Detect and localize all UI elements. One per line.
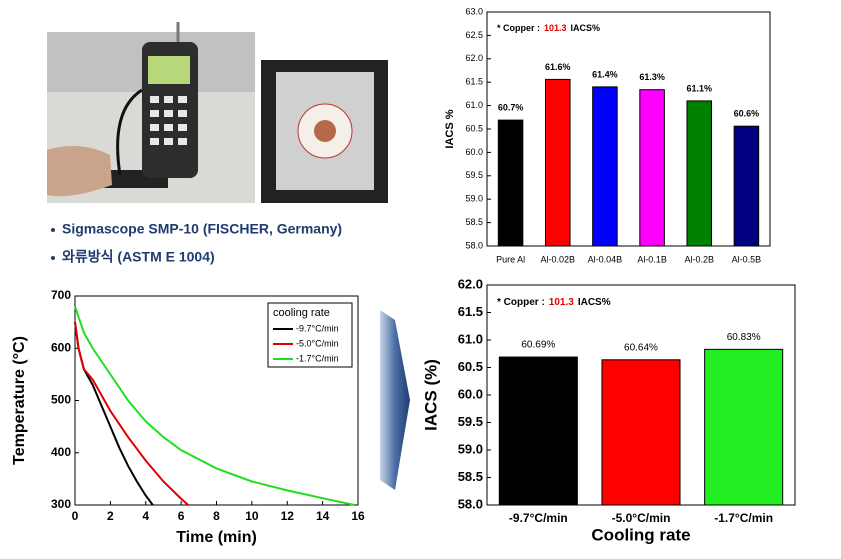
y-tick-label: 61.0 xyxy=(465,100,483,110)
legend-box xyxy=(267,302,353,368)
bar xyxy=(544,78,571,247)
y-tick-label: 62.5 xyxy=(465,30,483,40)
value-label: 61.1% xyxy=(686,83,712,93)
x-tick-label: Al-0.02B xyxy=(540,254,575,264)
legend-label: -9.7°C/min xyxy=(296,323,339,333)
y-tick-label: 58.5 xyxy=(458,469,483,484)
y-tick-label: 700 xyxy=(51,288,71,302)
x-tick-label: 4 xyxy=(142,509,149,523)
y-tick-label: 58.0 xyxy=(465,240,483,250)
bar xyxy=(686,100,713,247)
x-tick-label: 6 xyxy=(178,509,185,523)
annotation-value: 101.3 xyxy=(544,23,567,33)
value-label: 60.7% xyxy=(498,102,524,112)
x-tick-label: Al-0.5B xyxy=(732,254,762,264)
bullet-text: 와류방식 (ASTM E 1004) xyxy=(62,249,215,265)
value-label: 60.6% xyxy=(734,109,760,119)
x-tick-label: -9.7°C/min xyxy=(509,511,568,525)
line-series xyxy=(74,306,355,506)
y-tick-label: 400 xyxy=(51,445,71,459)
y-tick-label: 61.5 xyxy=(458,304,483,319)
bullet-dot xyxy=(51,228,55,232)
y-tick-label: 63.0 xyxy=(465,6,483,16)
photo-standard xyxy=(261,60,388,203)
value-label: 60.69% xyxy=(521,340,555,351)
legend-label: -1.7°C/min xyxy=(296,353,339,363)
annotation: * Copper : 101.3 IACS% xyxy=(497,23,600,33)
x-tick-label: -5.0°C/min xyxy=(612,511,671,525)
y-tick-label: 61.0 xyxy=(458,331,483,346)
y-tick-label: 59.0 xyxy=(458,441,483,456)
photo-device xyxy=(47,22,255,203)
y-tick-label: 300 xyxy=(51,497,71,511)
bar xyxy=(601,359,681,506)
x-tick-label: Pure Al xyxy=(496,254,525,264)
x-tick-label: 8 xyxy=(213,509,220,523)
bar xyxy=(497,119,524,247)
y-tick-label: 60.5 xyxy=(458,359,483,374)
y-tick-label: 62.0 xyxy=(465,53,483,63)
x-axis-label: Time (min) xyxy=(176,529,257,546)
x-tick-label: Al-0.1B xyxy=(637,254,667,264)
y-tick-label: 59.5 xyxy=(465,170,483,180)
annotation: * Copper : 101.3 IACS% xyxy=(497,297,611,308)
legend-label: -5.0°C/min xyxy=(296,338,339,348)
x-tick-label: 10 xyxy=(245,509,259,523)
bar xyxy=(704,348,784,506)
value-label: 61.6% xyxy=(545,62,571,72)
bullet-dot xyxy=(51,256,55,260)
annotation-prefix: * Copper : xyxy=(497,23,540,33)
x-tick-label: 12 xyxy=(281,509,295,523)
y-axis-label: IACS % xyxy=(444,109,456,148)
x-tick-label: 2 xyxy=(107,509,114,523)
plot-frame xyxy=(486,11,771,247)
annotation-suffix: IACS% xyxy=(571,23,601,33)
y-tick-label: 62.0 xyxy=(458,276,483,291)
bar xyxy=(639,89,665,247)
x-axis-label: Cooling rate xyxy=(591,525,690,544)
x-tick-label: 14 xyxy=(316,509,330,523)
line-series xyxy=(74,321,189,506)
x-tick-label: Al-0.2B xyxy=(684,254,714,264)
value-label: 60.83% xyxy=(727,332,761,343)
legend-title: cooling rate xyxy=(273,307,330,319)
value-label: 61.3% xyxy=(639,72,665,82)
y-tick-label: 600 xyxy=(51,340,71,354)
annotation-suffix: IACS% xyxy=(578,297,611,308)
x-tick-label: 16 xyxy=(351,509,365,523)
bullet-text: Sigmascope SMP-10 (FISCHER, Germany) xyxy=(62,221,342,237)
y-tick-label: 58.0 xyxy=(458,496,483,511)
y-tick-label: 60.0 xyxy=(458,386,483,401)
x-tick-label: Al-0.04B xyxy=(588,254,623,264)
x-tick-label: 0 xyxy=(72,509,79,523)
annotation-prefix: * Copper : xyxy=(497,297,545,308)
y-tick-label: 61.5 xyxy=(465,77,483,87)
x-tick-label: -1.7°C/min xyxy=(714,511,773,525)
bar xyxy=(498,356,578,506)
bar xyxy=(592,86,618,247)
annotation-value: 101.3 xyxy=(549,297,574,308)
y-tick-label: 500 xyxy=(51,393,71,407)
value-label: 60.64% xyxy=(624,342,658,353)
value-label: 61.4% xyxy=(592,69,618,79)
y-tick-label: 59.5 xyxy=(458,414,483,429)
y-tick-label: 60.5 xyxy=(465,123,483,133)
y-axis-label: IACS (%) xyxy=(421,359,440,431)
y-axis-label: Temperature (°C) xyxy=(11,336,28,465)
arrow xyxy=(380,310,410,490)
bar xyxy=(733,125,760,247)
line-series xyxy=(74,321,154,506)
y-tick-label: 58.5 xyxy=(465,217,483,227)
y-tick-label: 59.0 xyxy=(465,194,483,204)
y-tick-label: 60.0 xyxy=(465,147,483,157)
